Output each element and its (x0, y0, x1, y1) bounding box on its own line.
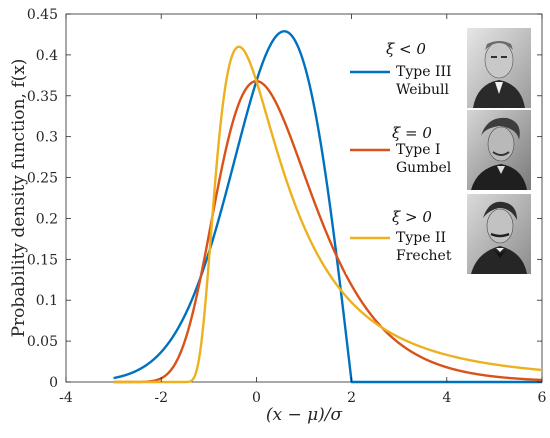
x-tick-label: 0 (252, 390, 261, 406)
legend-entry-gumbel: ξ = 0 Type I Gumbel (350, 110, 531, 190)
x-axis-ticks: -4 -2 0 2 4 6 (59, 14, 547, 406)
portrait-photo-icon (467, 194, 531, 274)
y-tick-label: 0.1 (36, 293, 58, 309)
y-tick-label: 0.3 (36, 130, 58, 146)
series-line-gumbel (112, 79, 543, 384)
portrait-photo-icon (467, 28, 531, 108)
legend-name-label: Frechet (396, 248, 452, 264)
series-lines (112, 30, 543, 384)
legend-condition: ξ > 0 (392, 208, 432, 226)
x-tick-label: -2 (154, 390, 168, 406)
x-tick-label: -4 (59, 390, 73, 406)
legend-name-label: Weibull (396, 82, 449, 98)
y-tick-label: 0.05 (27, 334, 58, 350)
y-tick-label: 0.25 (27, 171, 58, 187)
y-axis-ticks: 0 0.05 0.1 0.15 0.2 0.25 0.3 0.35 0.4 0.45 (27, 7, 542, 391)
legend: ξ < 0 Type III Weibull ξ = 0 Type I Gumb… (346, 22, 536, 274)
x-tick-label: 4 (442, 390, 451, 406)
portrait-photo-icon (467, 110, 531, 190)
legend-entry-frechet: ξ > 0 Type II Frechet (350, 194, 531, 274)
x-tick-label: 2 (347, 390, 356, 406)
legend-type-label: Type I (396, 142, 440, 158)
legend-condition: ξ < 0 (386, 40, 426, 58)
legend-type-label: Type III (396, 64, 452, 80)
y-tick-label: 0.15 (27, 252, 58, 268)
legend-condition: ξ = 0 (392, 124, 432, 142)
y-tick-label: 0.4 (36, 48, 58, 64)
y-tick-label: 0.35 (27, 89, 58, 105)
x-axis-label: (x − μ)/σ (266, 405, 343, 425)
y-tick-label: 0.2 (36, 211, 58, 227)
y-tick-label: 0 (49, 375, 58, 391)
series-line-frechet (112, 45, 543, 384)
legend-entry-weibull: ξ < 0 Type III Weibull (350, 28, 531, 108)
legend-type-label: Type II (396, 230, 446, 246)
y-tick-label: 0.45 (27, 7, 58, 23)
y-axis-label: Probability density function, f(x) (9, 59, 29, 338)
legend-name-label: Gumbel (396, 160, 452, 176)
series-line-weibull (112, 30, 543, 384)
x-tick-label: 6 (538, 390, 547, 406)
